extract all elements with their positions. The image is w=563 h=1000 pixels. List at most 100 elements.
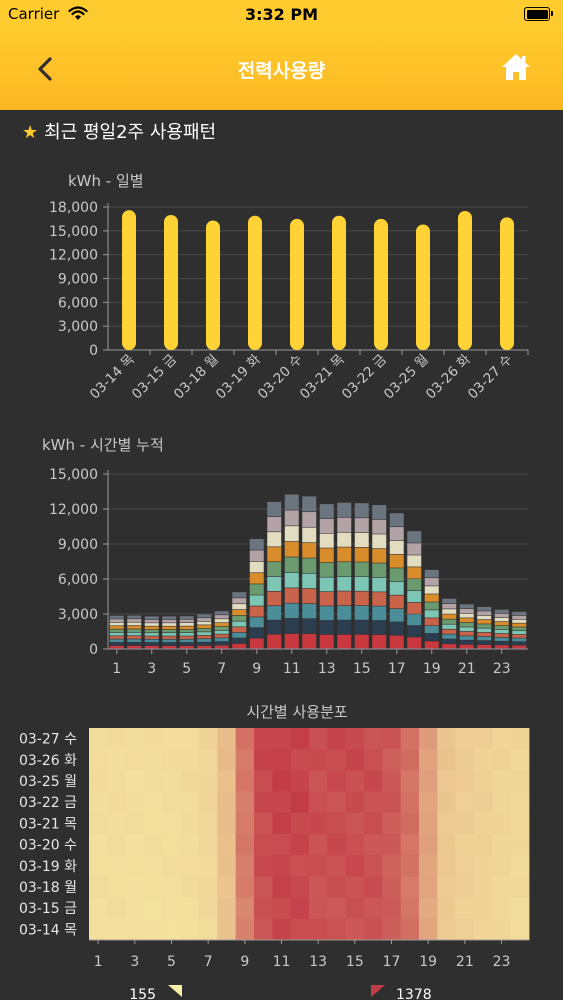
stacked-bar-segment — [267, 562, 282, 577]
stacked-bar-segment — [179, 636, 194, 639]
stacked-bar-segment — [144, 629, 159, 633]
back-button[interactable] — [30, 50, 64, 90]
stacked-bar-segment — [372, 563, 387, 578]
heatmap-cell — [235, 770, 255, 792]
stacked-bar-segment — [162, 623, 177, 626]
row-label: 03-20 수 — [19, 838, 77, 854]
heatmap-cell — [455, 812, 475, 835]
heatmap-cell — [162, 834, 182, 856]
stacked-bar-segment — [512, 627, 527, 631]
stacked-bar-segment — [337, 547, 352, 562]
stacked-bar-segment — [424, 578, 439, 586]
stacked-bar-segment — [214, 619, 229, 623]
stacked-bar-segment — [197, 628, 212, 632]
x-tick-label: 03-18 월 — [171, 352, 222, 403]
stacked-bar-segment — [494, 633, 509, 638]
stacked-bar-segment — [109, 619, 124, 623]
stacked-bar-segment — [459, 604, 474, 609]
heatmap-cell — [235, 897, 255, 920]
heatmap-cell — [400, 855, 420, 877]
stacked-bar-segment — [494, 645, 509, 649]
heatmap-cell — [199, 897, 218, 920]
heatmap-cell — [162, 855, 182, 877]
heatmap-cell — [272, 918, 292, 941]
home-button[interactable] — [499, 50, 533, 84]
stacked-bar-segment — [162, 633, 177, 636]
stacked-bar-segment — [477, 624, 492, 628]
stacked-bar-segment — [407, 555, 422, 567]
stacked-bar-segment — [442, 609, 457, 614]
stacked-bar-segment — [197, 618, 212, 622]
stacked-bar-segment — [232, 621, 247, 627]
heatmap-cell — [327, 791, 347, 814]
heatmap-cell — [455, 897, 475, 920]
y-tick-label: 9,000 — [58, 272, 98, 288]
stacked-bar-segment — [407, 602, 422, 614]
heatmap-cell — [107, 749, 127, 771]
stacked-bar-segment — [337, 576, 352, 591]
bar — [206, 220, 220, 350]
heatmap-cell — [125, 749, 145, 771]
x-tick-label: 3 — [130, 954, 139, 970]
heatmap-cell — [400, 770, 420, 792]
x-tick-label: 03-20 수 — [255, 352, 306, 403]
stacked-bar-segment — [127, 615, 142, 619]
stacked-bar-segment — [144, 619, 159, 623]
heatmap-cell — [327, 855, 347, 877]
heatmap-cell — [144, 770, 163, 792]
stacked-bar-segment — [284, 557, 299, 573]
stacked-bar-segment — [442, 619, 457, 624]
stacked-bar-segment — [424, 586, 439, 594]
x-tick-label: 9 — [252, 661, 261, 677]
heatmap-cell — [419, 834, 438, 856]
stacked-bar-segment — [127, 635, 142, 639]
heatmap-cell — [437, 876, 457, 898]
heatmap-cell — [345, 812, 365, 835]
heatmap-cell — [180, 855, 200, 877]
heatmap-cell — [455, 749, 475, 771]
heatmap-cell — [89, 918, 108, 941]
stacked-bar-segment — [459, 622, 474, 627]
heatmap-cell — [437, 834, 457, 856]
wifi-icon — [68, 6, 88, 20]
heatmap-cell — [382, 855, 402, 877]
stacked-bar-segment — [319, 591, 334, 606]
x-tick-label: 7 — [204, 954, 213, 970]
y-tick-label: 9,000 — [58, 537, 98, 553]
stacked-bar-segment — [144, 623, 159, 626]
heatmap-cell — [510, 749, 530, 771]
stacked-bar-segment — [267, 532, 282, 547]
stacked-bar-segment — [424, 641, 439, 649]
heatmap-cell — [345, 918, 365, 941]
heatmap-cell — [364, 728, 383, 750]
stacked-bar-segment — [127, 625, 142, 629]
heatmap-cell — [217, 918, 237, 941]
stacked-bar-segment — [109, 622, 124, 626]
heatmap-cell — [162, 918, 182, 941]
stacked-bar-segment — [337, 591, 352, 606]
x-tick-label: 03-19 화 — [213, 352, 264, 403]
heatmap-cell — [107, 897, 127, 920]
heatmap-cell — [125, 791, 145, 814]
heatmap-cell — [382, 876, 402, 898]
heatmap-cell — [162, 812, 182, 835]
heatmap-cell — [400, 791, 420, 814]
chevron-left-icon — [38, 57, 52, 81]
heatmap-cell — [309, 855, 328, 877]
stacked-bar-segment — [109, 642, 124, 646]
stacked-bar-segment — [302, 573, 317, 589]
heatmap-cell — [235, 728, 255, 750]
heatmap-cell — [382, 897, 402, 920]
heatmap-cell — [492, 834, 512, 856]
stacked-bar-segment — [127, 632, 142, 636]
heatmap-cell — [235, 834, 255, 856]
heatmap-cell — [345, 834, 365, 856]
heatmap-cell — [89, 855, 108, 877]
stacked-bar-segment — [407, 590, 422, 603]
heatmap-cell — [345, 728, 365, 750]
heatmap-cell — [400, 834, 420, 856]
stacked-bar-segment — [407, 543, 422, 555]
stacked-bar-segment — [302, 558, 317, 574]
heatmap-cell — [199, 791, 218, 814]
heatmap-cell — [125, 728, 145, 750]
